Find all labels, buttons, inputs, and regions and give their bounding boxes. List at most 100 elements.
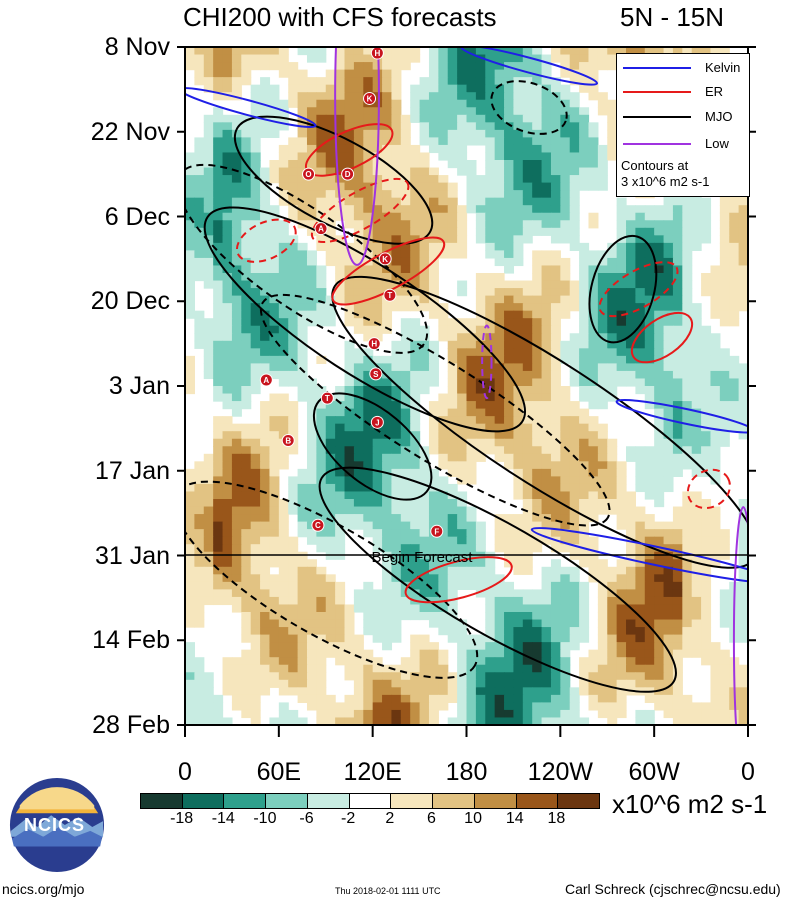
anomaly-cell	[475, 363, 486, 372]
anomaly-cell	[569, 423, 580, 432]
anomaly-cell	[297, 152, 308, 161]
anomaly-cell	[532, 642, 543, 651]
anomaly-cell	[419, 574, 430, 583]
anomaly-cell	[485, 416, 496, 425]
anomaly-cell	[222, 205, 233, 214]
anomaly-cell	[550, 717, 561, 725]
anomaly-cell	[644, 318, 655, 327]
anomaly-cell	[579, 54, 590, 63]
anomaly-cell	[269, 423, 280, 432]
anomaly-cell	[269, 129, 280, 138]
anomaly-cell	[569, 446, 580, 455]
anomaly-cell	[382, 619, 393, 628]
anomaly-cell	[522, 325, 533, 334]
anomaly-cell	[344, 401, 355, 410]
begin-forecast-label: Begin Forecast	[372, 549, 474, 566]
anomaly-cell	[288, 190, 299, 199]
anomaly-cell	[297, 250, 308, 259]
anomaly-cell	[569, 581, 580, 590]
anomaly-cell	[344, 152, 355, 161]
anomaly-cell	[297, 514, 308, 523]
anomaly-cell	[185, 491, 195, 500]
anomaly-cell	[222, 340, 233, 349]
y-tick-label: 8 Nov	[104, 33, 170, 61]
anomaly-cell	[306, 506, 317, 515]
anomaly-cell	[335, 634, 346, 643]
anomaly-cell	[382, 642, 393, 651]
anomaly-cell	[522, 333, 533, 342]
anomaly-cell	[288, 160, 299, 169]
anomaly-cell	[560, 574, 571, 583]
anomaly-cell	[560, 521, 571, 530]
anomaly-cell	[682, 250, 693, 259]
anomaly-cell	[428, 544, 439, 553]
anomaly-cell	[269, 529, 280, 538]
anomaly-cell	[550, 257, 561, 267]
anomaly-cell	[579, 596, 590, 606]
anomaly-cell	[513, 551, 524, 560]
anomaly-cell	[297, 634, 308, 643]
anomaly-cell	[504, 303, 515, 312]
anomaly-cell	[400, 114, 411, 123]
anomaly-cell	[297, 604, 308, 613]
anomaly-cell	[335, 144, 346, 154]
anomaly-cell	[438, 664, 449, 673]
footer-url[interactable]: ncics.org/mjo	[2, 881, 85, 897]
anomaly-cell	[475, 664, 486, 673]
anomaly-cell	[579, 634, 590, 643]
anomaly-cell	[579, 423, 590, 432]
anomaly-cell	[400, 709, 411, 719]
anomaly-cell	[550, 401, 561, 410]
anomaly-cell	[438, 657, 449, 666]
storm-marker-letter: O	[305, 170, 311, 179]
anomaly-cell	[616, 574, 627, 583]
anomaly-cell	[222, 250, 233, 259]
anomaly-cell	[457, 355, 468, 364]
anomaly-cell	[278, 318, 289, 327]
anomaly-cell	[447, 122, 458, 131]
anomaly-cell	[550, 84, 561, 93]
anomaly-cell	[729, 408, 740, 417]
anomaly-cell	[475, 423, 486, 432]
anomaly-cell	[419, 634, 430, 643]
anomaly-cell	[250, 574, 261, 583]
anomaly-cell	[550, 144, 561, 154]
anomaly-cell	[203, 62, 214, 71]
anomaly-cell	[231, 318, 242, 327]
anomaly-cell	[475, 280, 486, 289]
anomaly-cell	[691, 709, 702, 719]
anomaly-cell	[400, 212, 411, 221]
anomaly-cell	[513, 348, 524, 357]
anomaly-cell	[185, 559, 195, 568]
anomaly-cell	[532, 114, 543, 123]
storm-marker-d: D	[341, 167, 355, 181]
anomaly-cell	[297, 657, 308, 666]
anomaly-cell	[738, 197, 748, 206]
anomaly-cell	[513, 604, 524, 613]
anomaly-cell	[447, 355, 458, 364]
anomaly-cell	[353, 634, 364, 643]
anomaly-cell	[372, 92, 383, 101]
anomaly-cell	[550, 679, 561, 688]
anomaly-cell	[588, 431, 599, 440]
anomaly-cell	[222, 416, 233, 425]
colorbar-tick-label: -2	[341, 810, 356, 827]
anomaly-cell	[222, 461, 233, 470]
anomaly-cell	[710, 649, 721, 658]
anomaly-cell	[372, 536, 383, 545]
anomaly-cell	[513, 370, 524, 380]
anomaly-cell	[588, 461, 599, 470]
anomaly-cell	[203, 69, 214, 78]
anomaly-cell	[682, 529, 693, 538]
anomaly-cell	[222, 446, 233, 455]
anomaly-cell	[738, 506, 748, 515]
anomaly-cell	[513, 107, 524, 116]
anomaly-cell	[626, 325, 636, 334]
anomaly-cell	[288, 295, 299, 304]
anomaly-cell	[222, 679, 233, 688]
anomaly-cell	[222, 574, 233, 583]
anomaly-cell	[626, 280, 636, 289]
anomaly-cell	[663, 386, 674, 395]
anomaly-cell	[269, 574, 280, 583]
anomaly-cell	[391, 84, 402, 93]
